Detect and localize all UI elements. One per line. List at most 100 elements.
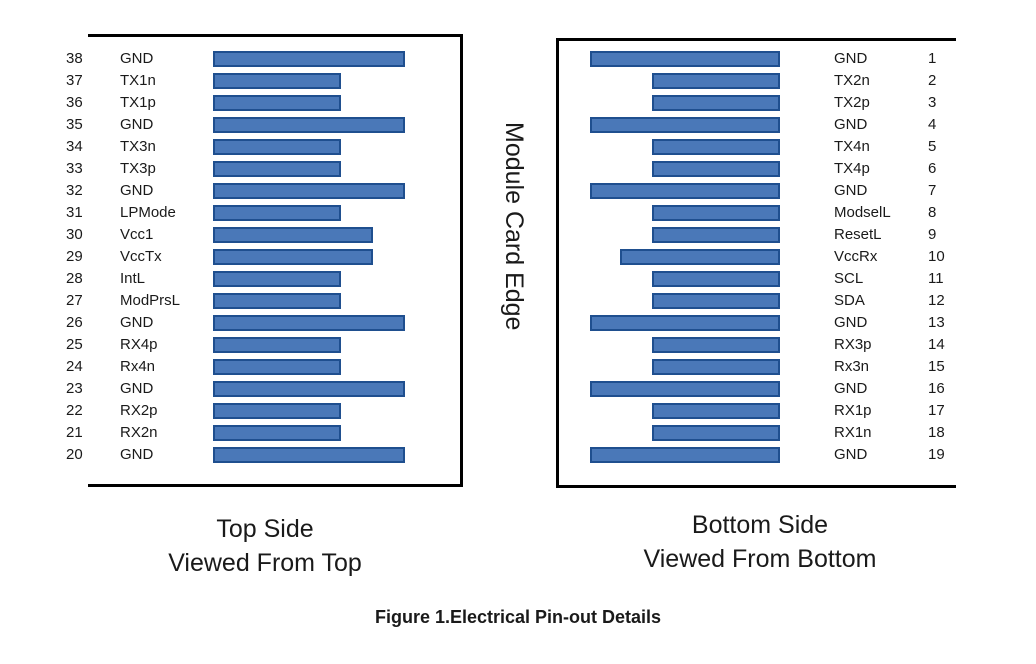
top-pin-number: 26 <box>66 314 83 331</box>
bottom-contact-pad <box>652 359 780 375</box>
bottom-pin-number: 3 <box>928 94 937 111</box>
top-pin-name: RX2n <box>120 424 158 441</box>
bottom-pin-name: GND <box>834 182 868 199</box>
bottom-pin-name: RX1p <box>834 402 872 419</box>
bottom-pin-number: 17 <box>928 402 945 419</box>
top-pin-name: TX1p <box>120 94 156 111</box>
top-pin-number: 23 <box>66 380 83 397</box>
top-pin-number: 36 <box>66 94 83 111</box>
bottom-pin-number: 12 <box>928 292 945 309</box>
top-side-frame-top <box>88 34 462 37</box>
top-pin-name: Vcc1 <box>120 226 154 243</box>
bottom-side-caption: Bottom Side Viewed From Bottom <box>600 508 920 576</box>
bottom-pin-name: ResetL <box>834 226 882 243</box>
top-contact-pad <box>213 227 373 243</box>
bottom-side-caption-line1: Bottom Side <box>691 511 829 539</box>
top-pin-number: 24 <box>66 358 83 375</box>
top-pin-number: 27 <box>66 292 83 309</box>
bottom-pin-name: GND <box>834 314 868 331</box>
top-pin-name: GND <box>120 446 154 463</box>
bottom-pin-name: TX2p <box>834 94 870 111</box>
bottom-pin-name: RX1n <box>834 424 872 441</box>
bottom-pin-name: TX4p <box>834 160 870 177</box>
bottom-pin-number: 4 <box>928 116 937 133</box>
bottom-pin-number: 14 <box>928 336 945 353</box>
top-contact-pad <box>213 51 405 67</box>
top-pin-name: IntL <box>120 270 146 287</box>
bottom-pin-number: 7 <box>928 182 937 199</box>
bottom-pin-number: 2 <box>928 72 937 89</box>
bottom-contact-pad <box>652 161 780 177</box>
top-contact-pad <box>213 315 405 331</box>
bottom-pin-name: GND <box>834 446 868 463</box>
bottom-pin-number: 13 <box>928 314 945 331</box>
bottom-side-frame-top <box>556 38 956 41</box>
top-pin-name: TX3n <box>120 138 156 155</box>
bottom-pin-name: SCL <box>834 270 864 287</box>
bottom-contact-pad <box>652 95 780 111</box>
bottom-side-frame-bottom <box>556 485 956 488</box>
top-side-caption-line2: Viewed From Top <box>168 549 362 577</box>
top-pin-name: TX3p <box>120 160 156 177</box>
top-contact-pad <box>213 359 341 375</box>
bottom-pin-name: SDA <box>834 292 865 309</box>
bottom-pin-name: VccRx <box>834 248 878 265</box>
module-card-edge-label: Module Card Edge <box>500 122 528 331</box>
top-pin-number: 20 <box>66 446 83 463</box>
bottom-pin-number: 19 <box>928 446 945 463</box>
bottom-pin-name: Rx3n <box>834 358 870 375</box>
top-contact-pad <box>213 161 341 177</box>
top-side-caption: Top Side Viewed From Top <box>120 512 410 580</box>
bottom-pin-name: GND <box>834 116 868 133</box>
top-pin-name: LPMode <box>120 204 176 221</box>
top-contact-pad <box>213 95 341 111</box>
top-pin-number: 34 <box>66 138 83 155</box>
bottom-pin-number: 16 <box>928 380 945 397</box>
bottom-contact-pad <box>652 227 780 243</box>
bottom-pin-number: 5 <box>928 138 937 155</box>
top-contact-pad <box>213 403 341 419</box>
bottom-pin-name: RX3p <box>834 336 872 353</box>
bottom-contact-pad <box>652 73 780 89</box>
top-side-frame-bottom <box>88 484 463 487</box>
top-pin-name: GND <box>120 314 154 331</box>
bottom-pin-number: 11 <box>928 270 944 287</box>
top-pin-name: GND <box>120 50 154 67</box>
bottom-pin-name: GND <box>834 50 868 67</box>
top-contact-pad <box>213 117 405 133</box>
bottom-contact-pad <box>590 315 780 331</box>
top-contact-pad <box>213 337 341 353</box>
bottom-contact-pad <box>590 447 780 463</box>
bottom-pin-number: 6 <box>928 160 937 177</box>
bottom-pin-number: 1 <box>928 50 937 67</box>
top-contact-pad <box>213 271 341 287</box>
top-contact-pad <box>213 73 341 89</box>
top-pin-name: RX2p <box>120 402 158 419</box>
bottom-side-frame-left <box>556 38 559 488</box>
bottom-pin-number: 18 <box>928 424 945 441</box>
bottom-contact-pad <box>652 425 780 441</box>
top-pin-number: 33 <box>66 160 83 177</box>
top-side-caption-line1: Top Side <box>216 515 314 543</box>
top-pin-number: 22 <box>66 402 83 419</box>
bottom-contact-pad <box>652 271 780 287</box>
top-pin-name: ModPrsL <box>120 292 181 309</box>
bottom-pin-number: 9 <box>928 226 937 243</box>
bottom-contact-pad <box>590 51 780 67</box>
top-contact-pad <box>213 425 341 441</box>
bottom-pin-number: 10 <box>928 248 945 265</box>
top-pin-number: 25 <box>66 336 83 353</box>
bottom-contact-pad <box>590 381 780 397</box>
figure-title: Figure 1.Electrical Pin-out Details <box>374 607 662 627</box>
bottom-pin-name: GND <box>834 380 868 397</box>
top-pin-number: 21 <box>66 424 83 441</box>
top-pin-number: 28 <box>66 270 83 287</box>
bottom-contact-pad <box>652 205 780 221</box>
top-pin-number: 32 <box>66 182 83 199</box>
bottom-pin-number: 15 <box>928 358 945 375</box>
bottom-side-caption-line2: Viewed From Bottom <box>643 545 877 573</box>
top-contact-pad <box>213 139 341 155</box>
bottom-pin-name: ModselL <box>834 204 891 221</box>
bottom-pin-name: TX2n <box>834 72 870 89</box>
top-contact-pad <box>213 205 341 221</box>
